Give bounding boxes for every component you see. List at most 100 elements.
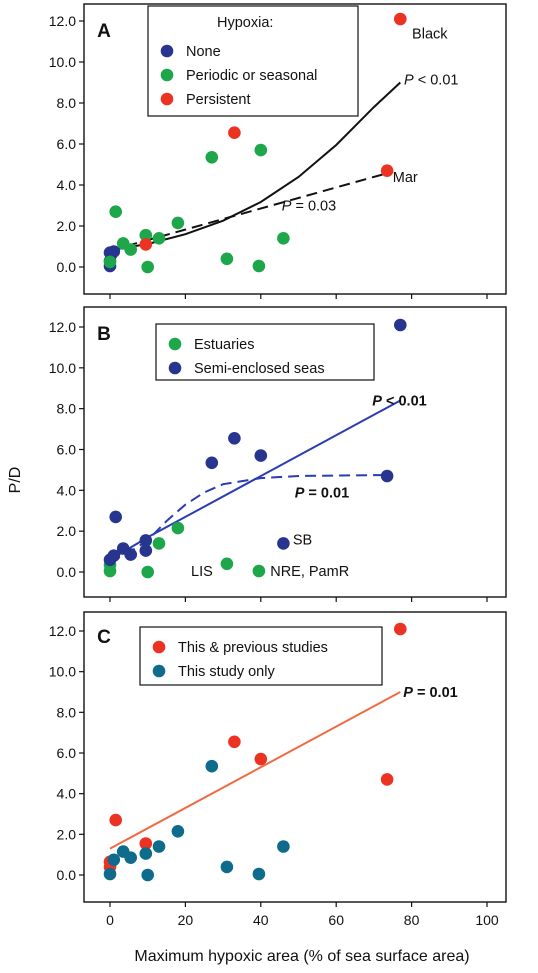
y-tick-label: 12.0 [49,13,76,29]
data-point [124,548,137,561]
y-tick-label: 10.0 [49,54,76,70]
annotation: NRE, PamR [270,564,349,580]
panel-a: A 0.0 2.0 4.0 6.0 8.0 10.0 12.0 Black P < 0.01 Mar… [49,3,507,299]
annotation: Black [412,26,448,42]
panel-b: B 0.0 2.0 4.0 6.0 8.0 10.0 12.0 P < 0.01 P = 0.01… [49,306,507,602]
data-point [254,449,268,462]
data-point [124,243,137,256]
y-tick-label: 2.0 [57,218,77,234]
y-tick-label: 8.0 [57,401,77,417]
data-point [171,216,185,230]
data-point [252,867,266,881]
data-point [220,860,234,874]
y-tick-label: 6.0 [57,136,77,152]
y-tick-label: 6.0 [57,442,77,458]
data-point [141,868,154,882]
data-point [228,735,241,749]
x-tick-label: 60 [328,912,344,928]
data-point [152,232,166,245]
data-point [252,259,266,273]
data-point [124,851,137,864]
fit-line-dashed [109,171,390,252]
data-point [228,126,241,139]
plot-frame [83,3,507,295]
legend-marker [160,44,174,58]
y-tick-label: 0.0 [57,867,77,883]
legend-label: Estuaries [194,337,254,353]
annotation: P = 0.01 [295,485,349,501]
y-tick-label: 10.0 [49,664,76,680]
annotation: P < 0.01 [404,72,458,88]
data-point [205,456,219,470]
legend-marker [152,664,166,678]
data-point [277,537,290,550]
data-point [141,565,154,579]
legend-box [155,323,375,381]
data-point [107,853,121,867]
x-tick-label: 20 [178,912,194,928]
data-point [228,432,241,445]
data-point [205,759,219,773]
data-point [380,773,394,786]
x-tick-label: 40 [253,912,269,928]
data-point [171,825,185,838]
legend-label: This study only [178,664,275,680]
data-point [109,205,122,218]
y-tick-label: 2.0 [57,826,77,842]
data-point [254,143,268,157]
legend-label: Periodic or seasonal [186,68,317,84]
legend-box [139,626,383,686]
data-point [277,840,290,853]
data-point [103,867,117,881]
data-point [394,12,407,26]
data-point [139,238,153,251]
data-point [109,510,122,524]
data-point [141,260,154,274]
plot-frame [83,611,507,903]
data-point [152,537,166,550]
legend-label: This & previous studies [178,640,328,656]
annotation: SB [293,532,312,548]
panel-letter: A [97,21,111,42]
data-point [139,544,153,557]
data-point [252,564,266,578]
panel-c: C 0.0 2.0 4.0 6.0 8.0 10.0 12.0 0 20 40 60 80 100 P = … [49,611,507,928]
legend-label: None [186,44,221,60]
fit-line-dashed [109,474,390,563]
annotation: P < 0.01 [372,394,426,410]
y-tick-label: 10.0 [49,360,76,376]
data-point [171,521,185,535]
legend-label: Persistent [186,92,250,108]
data-point [254,752,268,766]
legend-marker [160,68,174,82]
data-point [380,469,394,483]
legend-marker [152,640,166,654]
y-tick-label: 4.0 [57,786,77,802]
data-point [220,252,234,266]
y-tick-label: 2.0 [57,523,77,539]
x-tick-label: 0 [106,912,114,928]
y-tick-label: 0.0 [57,259,77,275]
y-tick-label: 8.0 [57,95,77,111]
data-point [103,246,117,259]
annotation: LIS [191,564,213,580]
data-point [139,228,153,242]
data-point [205,151,219,164]
legend-box [147,5,359,117]
plot-frame [83,306,507,598]
y-tick-label: 0.0 [57,564,77,580]
data-point [394,622,407,636]
fit-line-solid [109,399,401,561]
data-point [139,847,153,860]
data-point [277,232,290,245]
data-point [107,549,121,562]
data-point [139,534,153,547]
x-tick-label: 80 [404,912,420,928]
x-tick-label: 100 [475,912,499,928]
y-axis-label: P/D [7,467,24,494]
legend-label: Semi-enclosed seas [194,361,325,377]
y-tick-label: 4.0 [57,177,77,193]
annotation: P = 0.01 [403,685,457,701]
data-point [380,164,394,177]
